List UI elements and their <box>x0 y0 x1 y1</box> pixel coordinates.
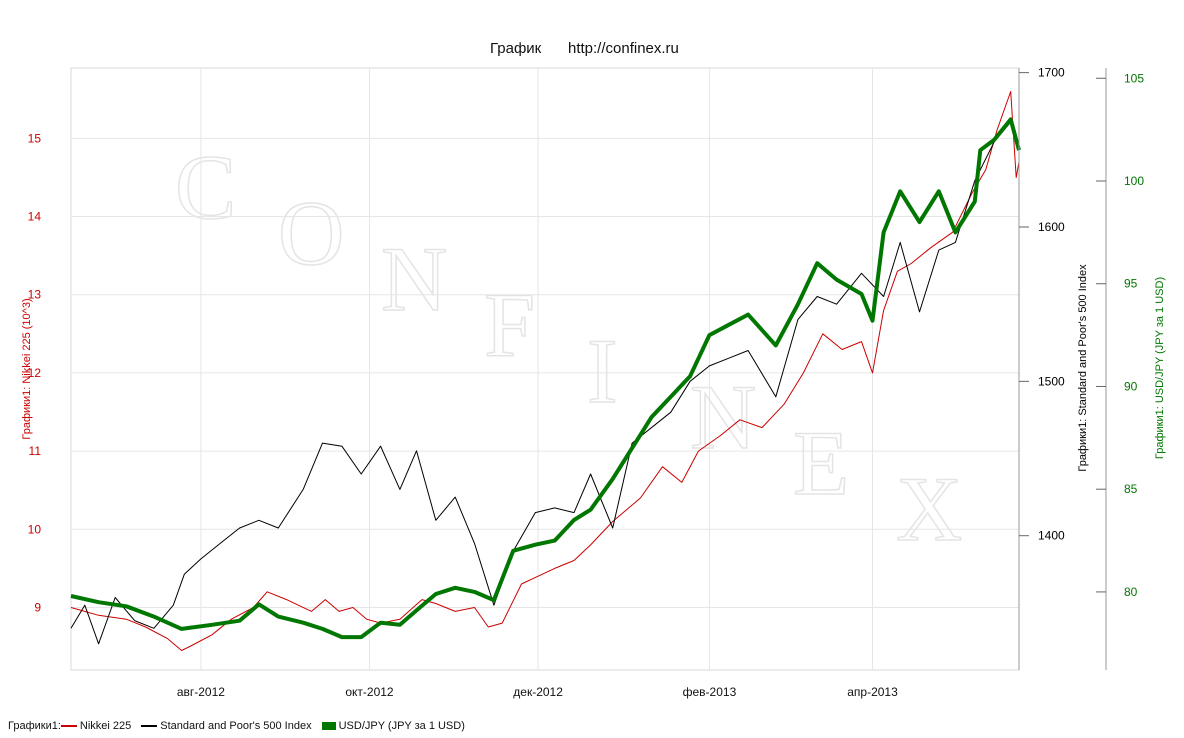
watermark-letter: X <box>896 458 962 560</box>
series-layer <box>70 91 1021 651</box>
legend-label-sp500: Standard and Poor's 500 Index <box>160 720 312 732</box>
watermark-letter: I <box>587 320 618 422</box>
left-tick-label: 10 <box>28 522 42 536</box>
left-axis-title: Графики1: Nikkei 225 (10^3) <box>21 298 33 439</box>
right2-tick-label: 85 <box>1124 482 1138 496</box>
legend-item-sp500[interactable]: Standard and Poor's 500 Index <box>141 720 312 732</box>
chart-source-url[interactable]: http://confinex.ru <box>568 40 679 57</box>
axes-layer: 9 10 11 12 13 14 15 Графики1: Nikkei 225 (10^3)… <box>21 66 1166 699</box>
left-tick-label: 11 <box>29 444 42 458</box>
watermark-letter: C <box>175 136 236 238</box>
x-tick-label: апр-2013 <box>847 685 898 699</box>
x-tick-label: авг-2012 <box>177 685 225 699</box>
x-tick-label: окт-2012 <box>345 685 394 699</box>
legend-prefix: Графики1: <box>8 720 61 732</box>
watermark-letter: E <box>793 412 849 514</box>
watermark-letter: O <box>278 182 344 284</box>
right2-tick-label: 105 <box>1124 71 1144 85</box>
plot-area <box>70 67 1020 671</box>
legend-label-nikkei: Nikkei 225 <box>79 720 132 732</box>
left-tick-label: 14 <box>28 210 42 224</box>
watermark-letter: F <box>484 274 535 376</box>
right1-tick-label: 1600 <box>1038 220 1065 234</box>
left-tick-label: 13 <box>28 288 42 302</box>
right1-tick-label: 1400 <box>1038 529 1065 543</box>
legend-swatch-sp500 <box>141 725 158 727</box>
right1-tick-label: 1700 <box>1038 66 1065 80</box>
left-tick-label: 12 <box>28 366 42 380</box>
watermark-letter: N <box>690 366 756 468</box>
legend-label-usdjpy: USD/JPY (JPY за 1 USD) <box>338 720 465 732</box>
right2-tick-label: 80 <box>1124 585 1138 599</box>
x-tick-label: дек-2012 <box>513 685 563 699</box>
legend: Графики1: Nikkei 225 Standard and Poor's… <box>8 720 475 732</box>
grid-lines <box>71 68 1019 670</box>
x-tick-label: фев-2013 <box>683 685 737 699</box>
series-line-usdjpy <box>70 117 1021 640</box>
right2-tick-label: 100 <box>1124 174 1144 188</box>
right1-axis-title: Графики1: Standard and Poor's 500 Index <box>1077 264 1089 472</box>
right2-tick-label: 95 <box>1124 277 1138 291</box>
legend-swatch-usdjpy <box>321 722 336 730</box>
watermark-letter: N <box>381 228 447 330</box>
right2-axis-title: Графики1: USD/JPY (JPY за 1 USD) <box>1154 277 1166 459</box>
right1-tick-label: 1500 <box>1038 374 1065 388</box>
chart-title: График <box>490 40 542 57</box>
right2-tick-label: 90 <box>1124 379 1138 393</box>
legend-item-nikkei[interactable]: Nikkei 225 <box>60 720 132 732</box>
legend-swatch-nikkei <box>60 725 77 727</box>
legend-item-usdjpy[interactable]: USD/JPY (JPY за 1 USD) <box>321 720 465 732</box>
left-tick-label: 9 <box>34 600 41 614</box>
left-tick-label: 15 <box>28 131 42 145</box>
